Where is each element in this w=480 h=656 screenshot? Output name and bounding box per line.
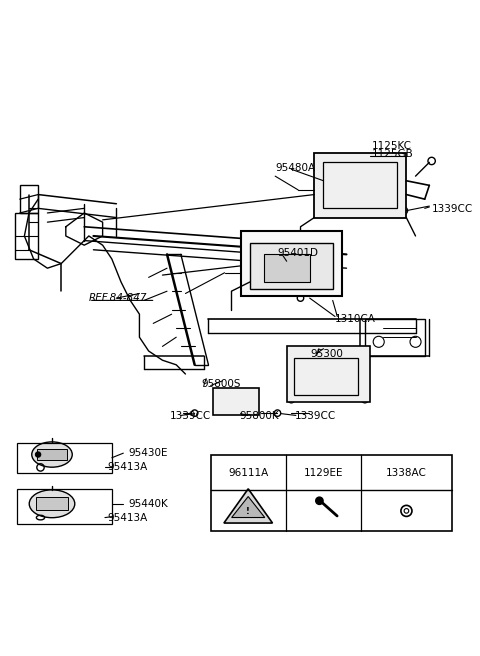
Text: REF.84-847: REF.84-847 <box>89 293 147 302</box>
Bar <box>213 388 259 415</box>
Text: 95800S: 95800S <box>202 379 241 389</box>
Bar <box>36 497 69 510</box>
Text: 1310CA: 1310CA <box>335 314 376 324</box>
Text: !: ! <box>246 508 250 516</box>
Text: 96111A: 96111A <box>228 468 268 478</box>
Circle shape <box>36 452 41 457</box>
Text: 1339CC: 1339CC <box>169 411 211 421</box>
Bar <box>17 489 112 523</box>
Polygon shape <box>224 489 273 523</box>
Bar <box>37 449 67 460</box>
Bar <box>287 346 370 401</box>
Text: 1125KC: 1125KC <box>372 141 412 152</box>
Text: 95480A: 95480A <box>275 163 315 173</box>
Ellipse shape <box>32 442 72 467</box>
Bar <box>324 162 397 209</box>
Text: 95300: 95300 <box>311 349 344 359</box>
Text: 1339CC: 1339CC <box>432 204 473 215</box>
Text: 95413A: 95413A <box>107 512 147 523</box>
Bar <box>365 319 425 356</box>
Bar <box>211 455 452 531</box>
Text: 1129EE: 1129EE <box>303 468 343 478</box>
Bar <box>15 213 38 259</box>
Bar <box>20 186 38 213</box>
Text: 95440K: 95440K <box>128 499 168 509</box>
Text: 95401D: 95401D <box>277 248 319 258</box>
Text: 95800K: 95800K <box>240 411 279 421</box>
Bar <box>314 153 407 218</box>
Text: 95413A: 95413A <box>107 462 147 472</box>
Bar <box>250 243 333 289</box>
Polygon shape <box>232 497 265 518</box>
Text: 1125GB: 1125GB <box>372 149 414 159</box>
Text: 1338AC: 1338AC <box>386 468 427 478</box>
Text: 1339CC: 1339CC <box>295 411 336 421</box>
Bar <box>264 255 310 282</box>
Bar <box>294 358 358 395</box>
Bar <box>240 232 342 296</box>
Circle shape <box>316 497 323 504</box>
Text: 95430E: 95430E <box>128 448 168 458</box>
Bar <box>17 443 112 473</box>
Ellipse shape <box>29 490 75 518</box>
